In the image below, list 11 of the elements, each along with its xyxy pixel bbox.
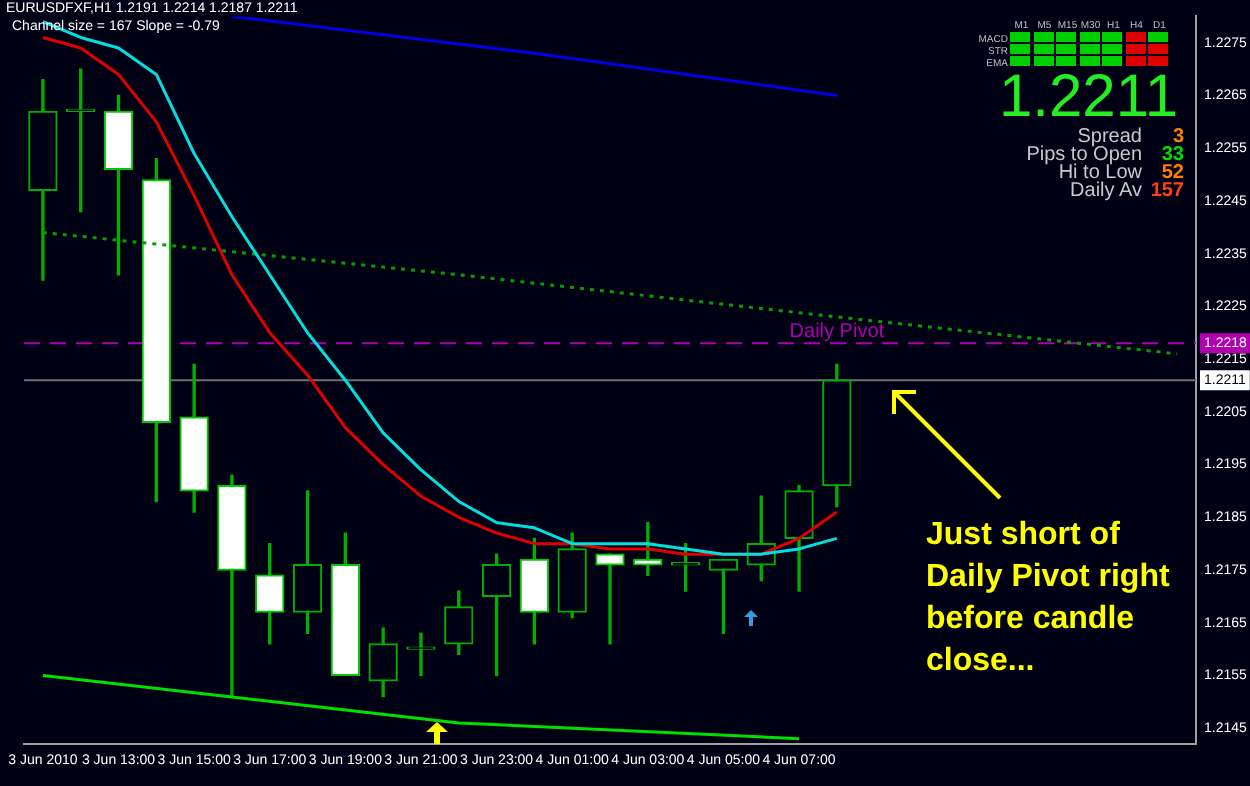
- annotation: 33: [1159, 144, 1184, 166]
- ref-line-label: Daily Pivot: [789, 320, 885, 343]
- annotation: Spread: [1077, 126, 1142, 148]
- annotation: 3: [1172, 126, 1184, 148]
- annotation: 157: [1148, 180, 1184, 202]
- annotation: Daily Av: [1070, 180, 1142, 202]
- annotation: Hi to Low: [1058, 162, 1142, 184]
- annotation: 1.2211: [998, 64, 1178, 130]
- annotation: Just short of Daily Pivot right before candle close...: [926, 516, 1172, 682]
- annotation: Pips to Open: [1026, 144, 1142, 166]
- annotation: 52: [1161, 162, 1184, 184]
